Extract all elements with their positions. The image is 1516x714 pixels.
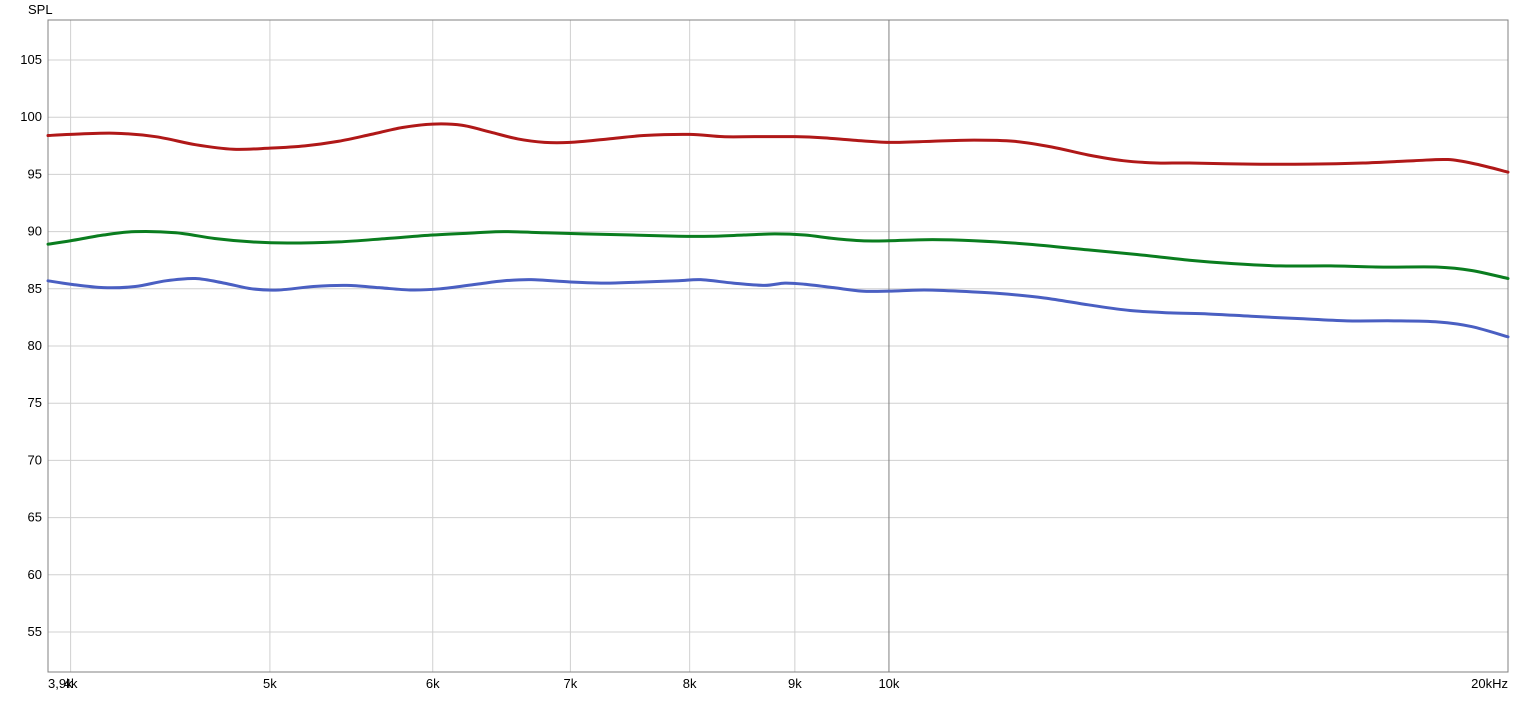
chart-canvas: 556065707580859095100105SPL3,9k4k5k6k7k8… bbox=[0, 0, 1516, 714]
y-tick-label: 55 bbox=[28, 624, 42, 639]
y-tick-label: 70 bbox=[28, 452, 42, 467]
y-tick-label: 85 bbox=[28, 281, 42, 296]
spl-frequency-chart: 556065707580859095100105SPL3,9k4k5k6k7k8… bbox=[0, 0, 1516, 714]
y-tick-label: 65 bbox=[28, 510, 42, 525]
x-tick-label: 20kHz bbox=[1471, 676, 1508, 691]
x-tick-label: 10k bbox=[878, 676, 899, 691]
y-tick-label: 60 bbox=[28, 567, 42, 582]
x-tick-label: 4k bbox=[64, 676, 78, 691]
y-tick-label: 100 bbox=[20, 109, 42, 124]
y-tick-label: 90 bbox=[28, 224, 42, 239]
y-tick-label: 75 bbox=[28, 395, 42, 410]
y-tick-label: 95 bbox=[28, 166, 42, 181]
x-tick-label: 9k bbox=[788, 676, 802, 691]
y-tick-label: 105 bbox=[20, 52, 42, 67]
x-tick-label: 8k bbox=[683, 676, 697, 691]
x-tick-label: 5k bbox=[263, 676, 277, 691]
y-tick-label: 80 bbox=[28, 338, 42, 353]
x-tick-label: 7k bbox=[564, 676, 578, 691]
y-axis-label: SPL bbox=[28, 2, 53, 17]
x-tick-label: 6k bbox=[426, 676, 440, 691]
